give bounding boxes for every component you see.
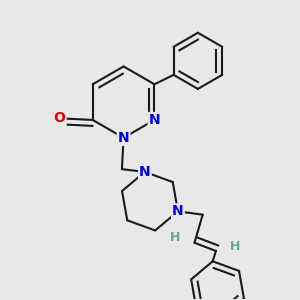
Text: N: N (149, 113, 160, 127)
Text: H: H (170, 231, 181, 244)
Text: H: H (230, 239, 240, 253)
Text: O: O (54, 111, 66, 125)
Text: N: N (172, 204, 184, 218)
Text: N: N (118, 131, 129, 145)
Text: N: N (139, 165, 151, 179)
